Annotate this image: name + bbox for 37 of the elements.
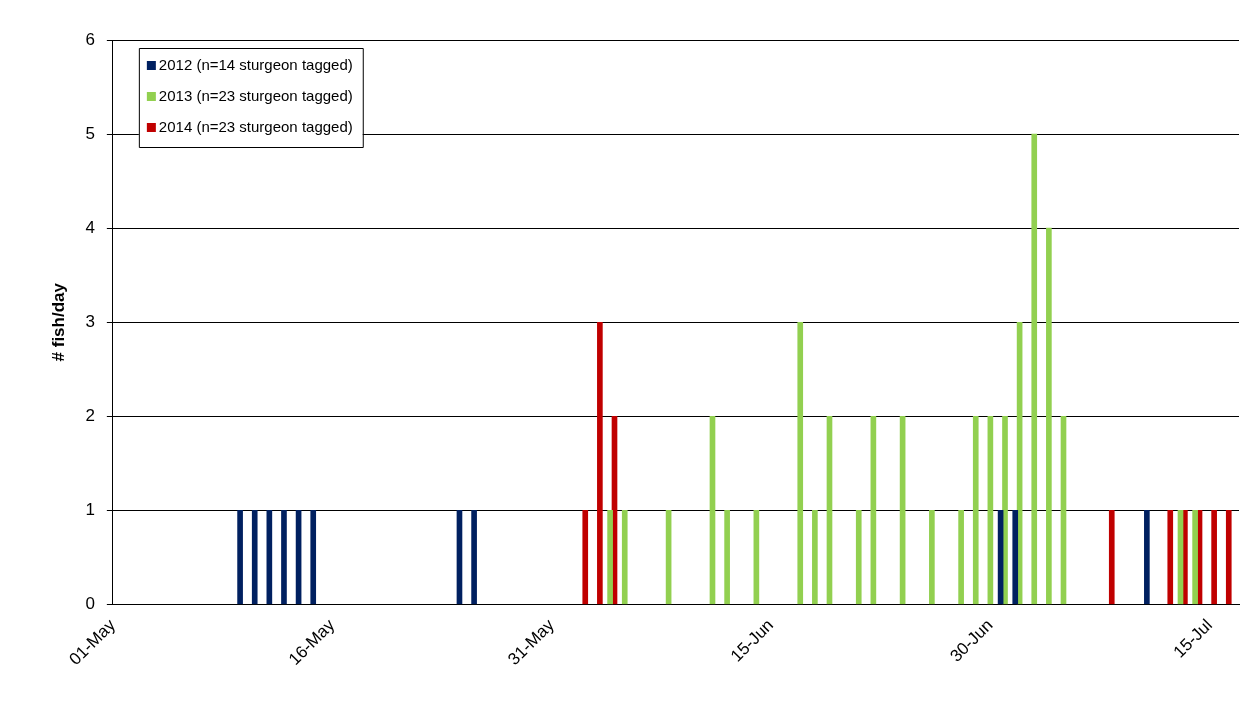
bar xyxy=(1167,510,1174,605)
bar xyxy=(281,510,287,605)
y-tick-label: 6 xyxy=(85,29,95,49)
bar xyxy=(1211,510,1217,605)
legend-label: 2013 (n=23 sturgeon tagged) xyxy=(158,87,353,105)
bar xyxy=(1108,510,1115,605)
y-tick-label: 4 xyxy=(85,217,95,237)
bar xyxy=(607,510,613,605)
bar xyxy=(597,321,603,605)
bar xyxy=(1002,416,1008,605)
bar xyxy=(251,510,258,605)
legend-label: 2012 (n=14 sturgeon tagged) xyxy=(158,56,353,74)
bar xyxy=(582,510,589,605)
y-tick-label: 3 xyxy=(85,311,95,331)
y-axis-title: # fish/day xyxy=(48,282,68,362)
bar xyxy=(958,510,964,605)
legend-label: 2014 (n=23 sturgeon tagged) xyxy=(158,118,353,136)
y-tick-label: 5 xyxy=(85,123,95,143)
bar xyxy=(855,510,862,605)
bar xyxy=(1192,510,1198,605)
bar xyxy=(972,416,979,605)
bar xyxy=(812,510,818,605)
y-tick-label: 1 xyxy=(85,500,95,520)
bar xyxy=(237,510,243,605)
bar xyxy=(1225,510,1232,605)
bar xyxy=(471,510,477,605)
bar xyxy=(1012,510,1019,605)
bar xyxy=(724,510,730,605)
bar xyxy=(1031,133,1038,605)
bar xyxy=(797,321,804,605)
bar xyxy=(1046,227,1052,605)
y-tick-label: 0 xyxy=(85,594,95,614)
bar xyxy=(310,510,317,605)
bar xyxy=(621,510,628,605)
bar xyxy=(929,510,935,605)
y-tick-label: 2 xyxy=(85,406,95,426)
bar xyxy=(1144,510,1150,605)
